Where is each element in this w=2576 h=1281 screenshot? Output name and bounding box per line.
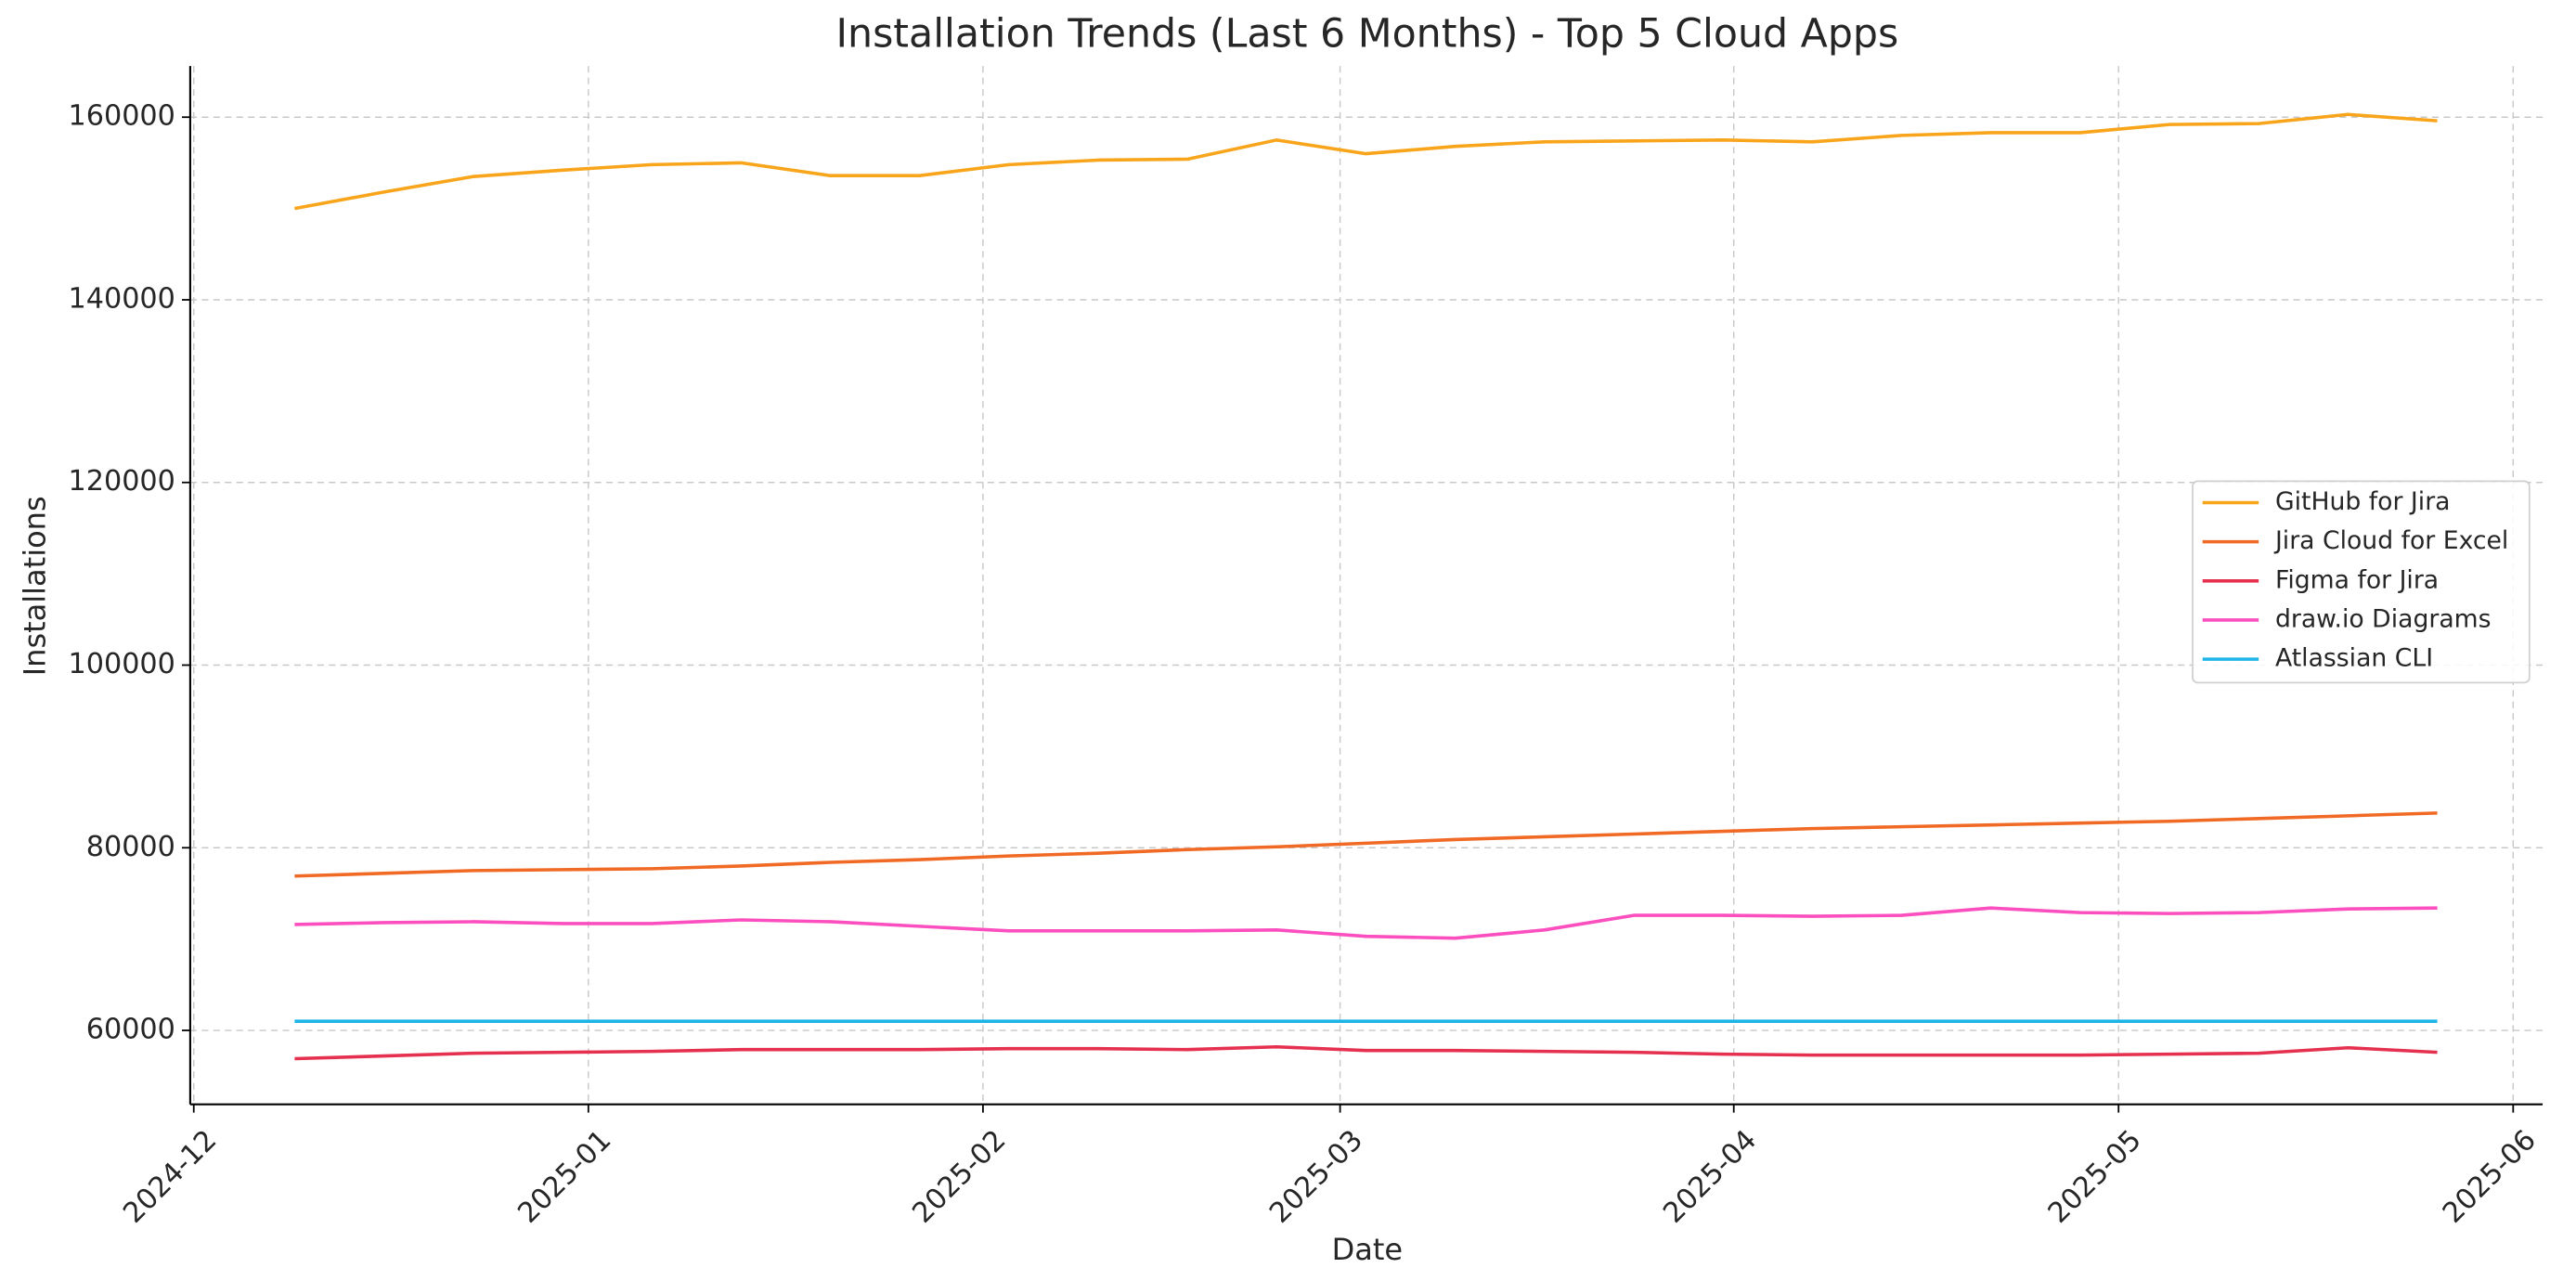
y-tick-label: 80000	[86, 831, 175, 863]
y-axis-label: Installations	[18, 496, 53, 676]
x-tick-label: 2025-04	[1657, 1124, 1763, 1230]
legend: GitHub for Jira Jira Cloud for Excel Figma…	[2192, 480, 2531, 684]
x-tick-label: 2025-05	[2042, 1124, 2148, 1230]
y-tick-label: 140000	[69, 282, 175, 315]
y-tick-label: 60000	[86, 1014, 175, 1046]
legend-label: Figma for Jira	[2275, 565, 2439, 594]
x-tick-label: 2025-06	[2437, 1124, 2543, 1230]
legend-label: GitHub for Jira	[2275, 487, 2451, 516]
series-line	[294, 906, 2438, 940]
legend-label: Atlassian CLI	[2275, 644, 2433, 673]
x-tick-label: 2024-12	[117, 1124, 223, 1230]
y-tick-label: 120000	[69, 465, 175, 498]
series-line	[294, 811, 2438, 878]
legend-label: Jira Cloud for Excel	[2273, 526, 2508, 555]
y-tick-label: 100000	[69, 648, 175, 680]
x-tick-label: 2025-01	[511, 1124, 617, 1230]
series-line	[294, 1044, 2438, 1061]
legend-box	[2192, 480, 2531, 684]
x-axis-label: Date	[1332, 1232, 1403, 1267]
chart-title: Installation Trends (Last 6 Months) - To…	[835, 11, 1898, 58]
legend-label: draw.io Diagrams	[2275, 604, 2492, 633]
x-tick-label: 2025-02	[906, 1124, 1012, 1230]
y-tick-label: 160000	[69, 100, 175, 133]
series-line	[294, 112, 2438, 211]
x-tick-label: 2025-03	[1263, 1124, 1369, 1230]
